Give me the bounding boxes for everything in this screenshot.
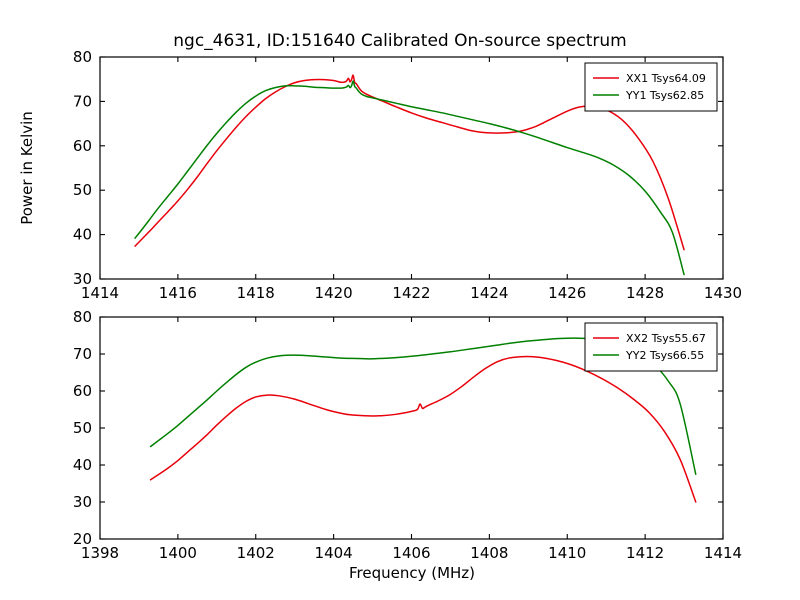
x-tick-label: 1430 <box>704 284 742 302</box>
y-tick-label: 50 <box>73 419 92 437</box>
series-line-red <box>134 74 685 251</box>
x-tick-label: 1408 <box>470 544 508 562</box>
y-tick-label: 50 <box>73 181 92 199</box>
x-tick-label: 1398 <box>81 544 119 562</box>
top-panel: 1414 1416 1418 1420 1422 1424 1426 1428 1430 30 40… <box>73 48 742 302</box>
x-tick-label: 1410 <box>548 544 586 562</box>
series-line-green <box>134 80 685 276</box>
y-tick-label: 40 <box>73 226 92 244</box>
legend-label: YY2 Tsys66.55 <box>625 349 704 362</box>
y-tick-label: 70 <box>73 92 92 110</box>
bottom-panel: 1398 1400 1402 1404 1406 1408 1410 1412 1414 20 30… <box>73 308 742 562</box>
legend-label: YY1 Tsys62.85 <box>625 89 704 102</box>
x-tick-label: 1422 <box>392 284 430 302</box>
x-tick-label: 1400 <box>159 544 197 562</box>
x-axis-label: Frequency (MHz) <box>349 564 475 582</box>
y-tick-label: 60 <box>73 137 92 155</box>
x-tick-label: 1428 <box>626 284 664 302</box>
x-tick-label: 1424 <box>470 284 508 302</box>
x-tick-label: 1416 <box>159 284 197 302</box>
legend-box <box>584 62 718 112</box>
x-tick-label: 1418 <box>237 284 275 302</box>
x-tick-label: 1414 <box>704 544 742 562</box>
x-tick-label: 1426 <box>548 284 586 302</box>
series-line-red <box>149 355 697 503</box>
y-tick-label: 80 <box>73 308 92 326</box>
y-axis-label: Power in Kelvin <box>18 111 36 225</box>
x-tick-label: 1404 <box>315 544 353 562</box>
y-tick-label: 30 <box>73 493 92 511</box>
y-tick-label: 40 <box>73 456 92 474</box>
y-tick-label: 60 <box>73 382 92 400</box>
x-tick-label: 1414 <box>81 284 119 302</box>
y-tick-label: 80 <box>73 48 92 66</box>
legend-label: XX1 Tsys64.09 <box>626 72 706 85</box>
legend-box <box>584 322 718 372</box>
x-tick-label: 1412 <box>626 544 664 562</box>
legend-label: XX2 Tsys55.67 <box>626 332 706 345</box>
x-tick-label: 1420 <box>315 284 353 302</box>
y-tick-label: 30 <box>73 270 92 288</box>
y-tick-label: 20 <box>73 530 92 548</box>
y-tick-label: 70 <box>73 345 92 363</box>
x-tick-label: 1406 <box>392 544 430 562</box>
x-tick-label: 1402 <box>237 544 275 562</box>
page-title: ngc_4631, ID:151640 Calibrated On-source… <box>173 31 626 51</box>
